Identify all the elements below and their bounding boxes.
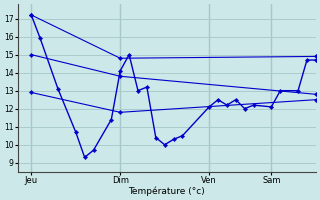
X-axis label: Température (°c): Température (°c) bbox=[129, 186, 205, 196]
